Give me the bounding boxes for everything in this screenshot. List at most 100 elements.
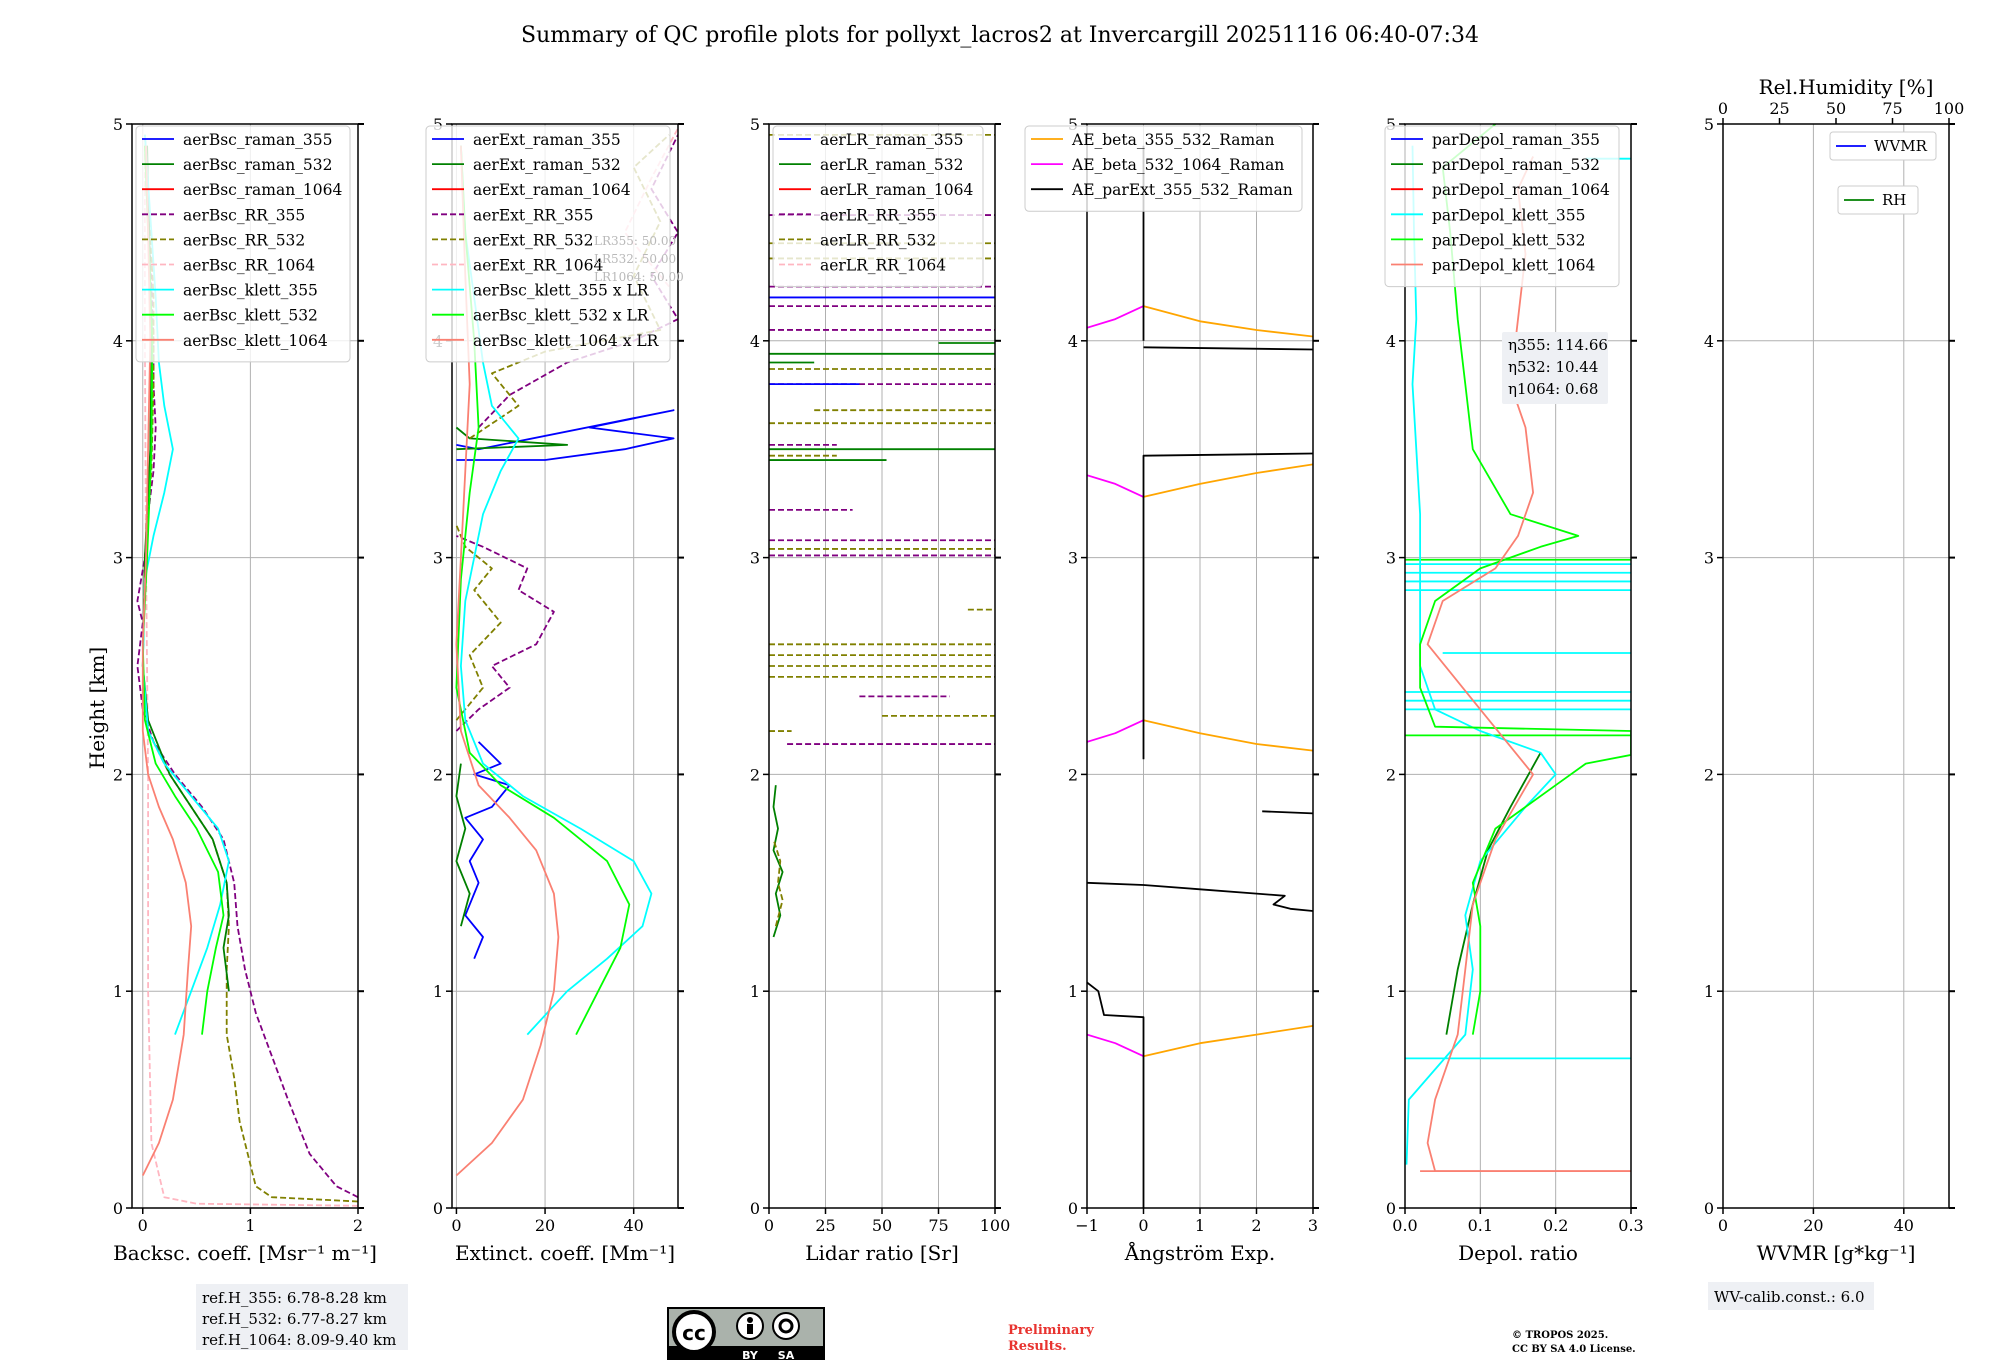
panel-lr: 0 25 50 75 100 0 1 2 3 4 5 Lidar ratio [Sr] aerLR_ra…: [750, 115, 1010, 1265]
x-tick-label: 1: [245, 1216, 255, 1235]
cc-license-badge[interactable]: cc BY SA: [667, 1307, 825, 1363]
panel-depol: 0.0 0.1 0.2 0.3 0 1 2 3 4 5 Depol. ratio parDepol_r…: [1384, 115, 1644, 1265]
legend-label: aerBsc_klett_1064 x LR: [473, 332, 660, 350]
series-aerBsc_klett_532: [141, 145, 225, 1035]
cc-by-label: BY: [742, 1349, 759, 1360]
series-parDepol_klett_532: [1419, 124, 1631, 1035]
x-tick-label: 40: [1894, 1216, 1914, 1235]
legend-label: aerExt_raman_1064: [473, 181, 631, 199]
x-tick-label: 0.1: [1468, 1216, 1493, 1235]
legend-label: aerExt_RR_355: [473, 206, 594, 224]
plot-area-bsc: [136, 134, 358, 1207]
y-tick-label: 3: [433, 549, 443, 568]
legend-label: parDepol_klett_1064: [1432, 257, 1595, 275]
x-tick-label: 25: [815, 1216, 835, 1235]
series-AE_beta_355_532_Raman: [1143, 719, 1313, 752]
y-tick-label: 4: [1704, 332, 1714, 351]
series-aerExt_raman_532: [455, 426, 569, 451]
x-tick-label: 0: [764, 1216, 774, 1235]
y-tick-label: 2: [113, 765, 123, 784]
series-AE_beta_355_532_Raman: [1143, 463, 1313, 498]
legend-label: AE_parExt_355_532_Raman: [1071, 181, 1293, 199]
series-AE_parExt_355_532_Raman: [1087, 981, 1145, 1208]
y-tick-label: 0: [113, 1199, 123, 1218]
series-AE_beta_532_1064_Raman: [1087, 474, 1144, 498]
x-axis-label: Depol. ratio: [1458, 1241, 1578, 1265]
x-tick-label: 20: [535, 1216, 555, 1235]
legend-label: aerExt_RR_1064: [473, 257, 604, 275]
legend-label: aerBsc_raman_1064: [183, 181, 343, 199]
legend-label: parDepol_raman_355: [1432, 131, 1600, 149]
series-aerBsc_klett_532 x LR: [455, 145, 631, 1036]
y-tick-label: 4: [1068, 332, 1078, 351]
y-tick-label: 0: [1068, 1199, 1078, 1218]
x-axis-label: WVMR [g*kg⁻¹]: [1757, 1241, 1916, 1265]
x-tick-label: 75: [928, 1216, 948, 1235]
y-tick-label: 0: [1704, 1199, 1714, 1218]
y-tick-label: 5: [1704, 115, 1714, 134]
lr-overlay-text: LR532: 50.00: [594, 252, 676, 266]
figure-title: Summary of QC profile plots for pollyxt_…: [521, 23, 1479, 48]
y-tick-label: 1: [1068, 982, 1078, 1001]
legend-label: aerBsc_raman_532: [183, 156, 333, 174]
y-tick-label: 2: [750, 765, 760, 784]
preliminary-line-1: Preliminary: [1008, 1323, 1094, 1338]
y-axis-label: Height [km]: [85, 647, 109, 769]
y-tick-label: 0: [433, 1199, 443, 1218]
y-tick-label: 1: [433, 982, 443, 1001]
legend-label: aerBsc_RR_1064: [183, 257, 315, 275]
y-tick-label: 1: [750, 982, 760, 1001]
series-aerBsc_RR_1064: [143, 145, 358, 1207]
panel-bsc: 0 1 2 0 1 2 3 4 5 Backsc. coeff. [Msr⁻¹ m⁻¹] aerBs…: [113, 115, 377, 1265]
y-tick-label: 0: [750, 1199, 760, 1218]
y-tick-label: 3: [1386, 549, 1396, 568]
legend-label: aerExt_raman_532: [473, 156, 621, 174]
y-tick-label: 5: [1386, 115, 1396, 134]
legend-box: [1384, 125, 1620, 288]
x-axis-label: Extinct. coeff. [Mm⁻¹]: [455, 1241, 675, 1265]
y-tick-label: 2: [1068, 765, 1078, 784]
series-aerExt_RR_355: [455, 535, 555, 732]
x2-tick-label: 25: [1769, 99, 1789, 118]
lr-overlay: LR355: 50.00 LR532: 50.00 LR1064: 50.00: [594, 234, 684, 284]
legend-label: parDepol_klett_532: [1432, 231, 1585, 249]
x-axis-label: Backsc. coeff. [Msr⁻¹ m⁻¹]: [113, 1241, 377, 1265]
cc-sa-label: SA: [778, 1349, 795, 1360]
x-tick-label: 20: [1803, 1216, 1823, 1235]
legend-label: aerBsc_klett_532: [183, 307, 318, 325]
series-parDepol_klett_355: [1405, 145, 1557, 1165]
y-tick-label: 4: [1386, 332, 1396, 351]
eta-text: η1064: 0.68: [1508, 380, 1598, 398]
legend-label: aerBsc_RR_355: [183, 206, 305, 224]
legend-label: aerLR_RR_355: [820, 206, 936, 224]
x-axis-label: Ångström Exp.: [1124, 1240, 1275, 1265]
series-AE_beta_355_532_Raman: [1143, 1025, 1313, 1058]
x-axis-label: Lidar ratio [Sr]: [805, 1241, 959, 1265]
legend-label: aerBsc_raman_355: [183, 131, 333, 149]
x-tick-label: 0: [1718, 1216, 1728, 1235]
legend-label: aerLR_RR_532: [820, 231, 936, 249]
y-tick-label: 0: [1386, 1199, 1396, 1218]
x-tick-label: 0.3: [1618, 1216, 1643, 1235]
y-tick-label: 3: [1068, 549, 1078, 568]
x2-tick-label: 0: [1718, 99, 1728, 118]
preliminary-note: Preliminary Results.: [1008, 1323, 1094, 1354]
y-tick-label: 1: [113, 982, 123, 1001]
series-AE_beta_355_532_Raman: [1143, 305, 1313, 338]
series-aerExt_raman_355: [456, 409, 675, 461]
legend-label: AE_beta_355_532_Raman: [1071, 131, 1274, 149]
preliminary-line-2: Results.: [1008, 1339, 1067, 1354]
y-tick-label: 5: [1068, 115, 1078, 134]
legend-label: aerBsc_klett_532 x LR: [473, 307, 650, 325]
lr-overlay-text: LR355: 50.00: [594, 234, 676, 248]
wv-calib-box: WV-calib.const.: 6.0: [1708, 1282, 1874, 1310]
ref-height-532: ref.H_532: 6.77-8.27 km: [202, 1310, 387, 1328]
x2-tick-label: 100: [1934, 99, 1965, 118]
eta-text: η532: 10.44: [1508, 358, 1598, 376]
legend-label: aerLR_RR_1064: [820, 257, 946, 275]
series-AE_parExt_355_532_Raman: [1262, 810, 1313, 815]
x-tick-label: 0: [1138, 1216, 1148, 1235]
legend-label: aerExt_RR_532: [473, 231, 594, 249]
legend-box: [1829, 131, 1937, 161]
